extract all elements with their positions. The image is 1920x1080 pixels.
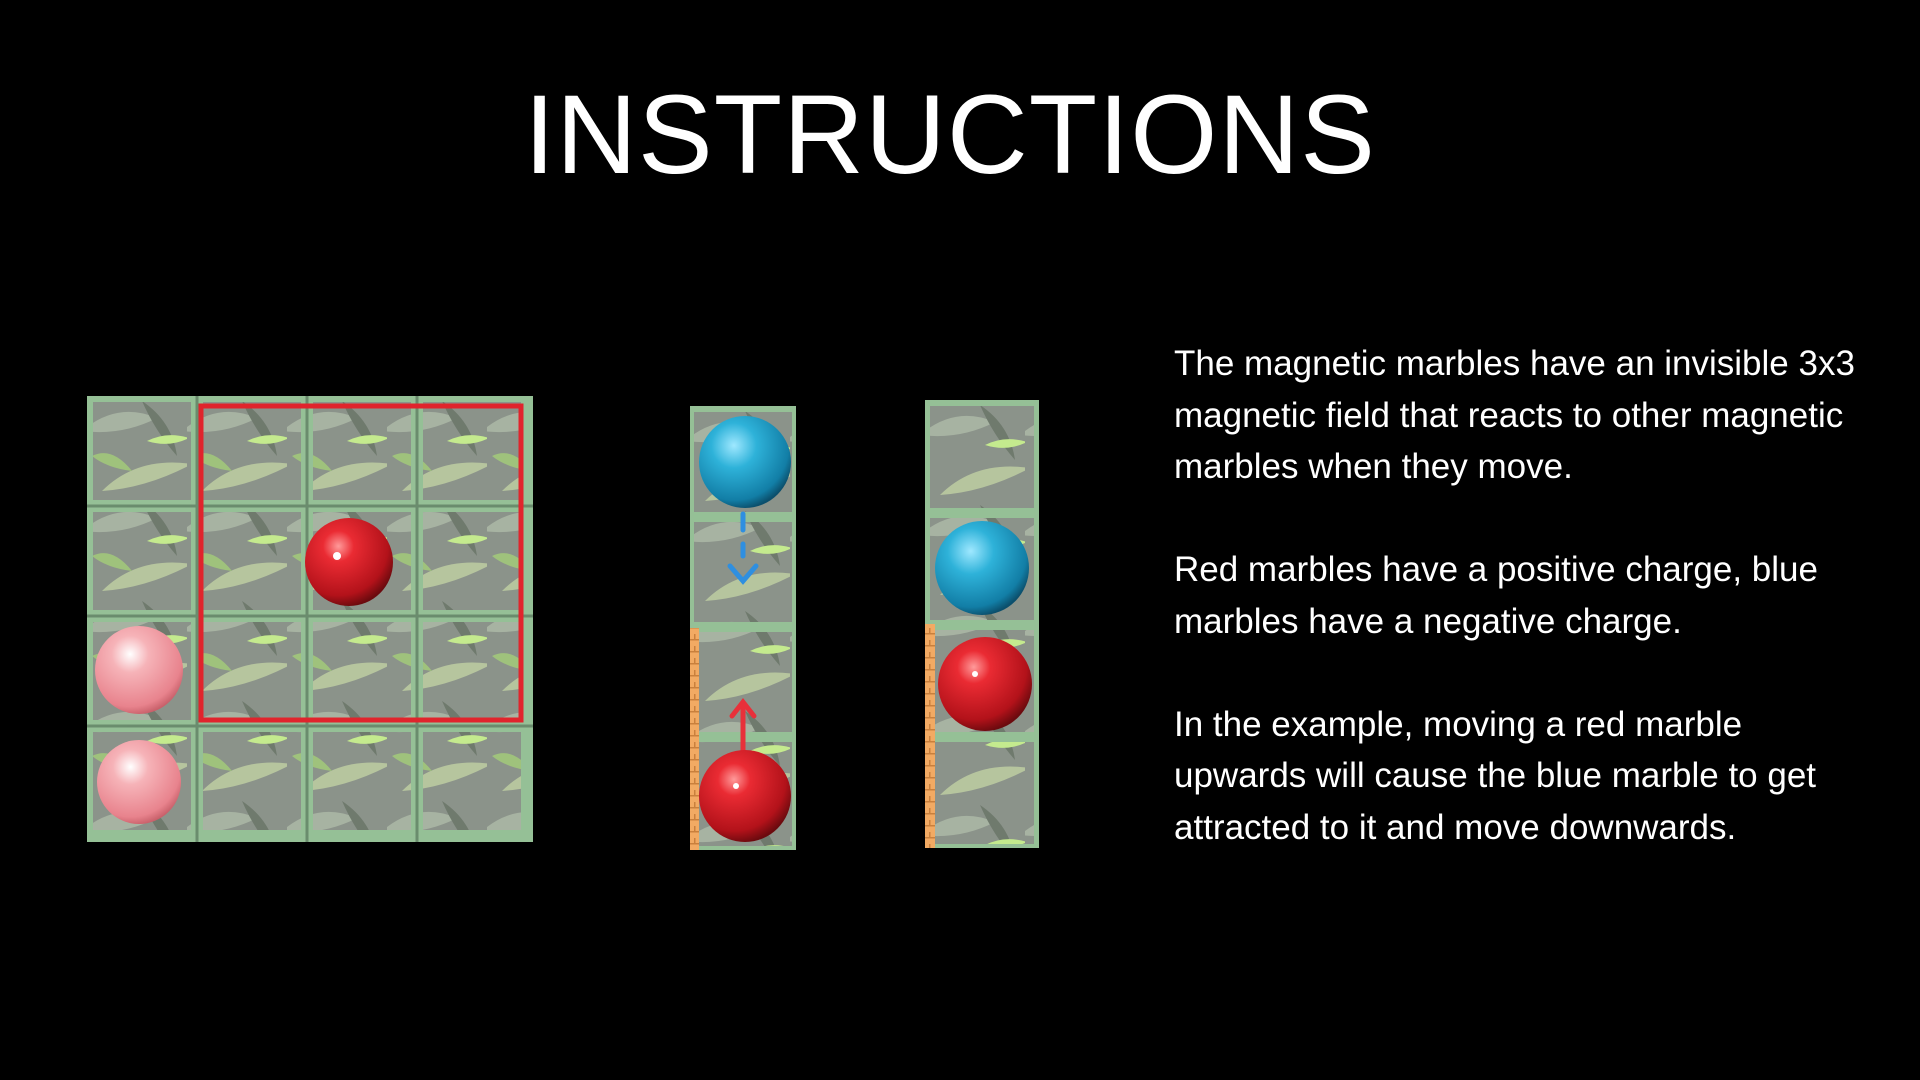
instruction-paragraph: The magnetic marbles have an invisible 3… xyxy=(1174,344,1855,486)
red-marble-icon xyxy=(938,637,1032,731)
magnetic-field-example xyxy=(87,396,533,842)
blue-marble-icon xyxy=(699,416,791,508)
before-move-column xyxy=(690,406,796,850)
red-marble-icon xyxy=(305,518,393,606)
blue-marble-icon xyxy=(935,521,1029,615)
pink-marble-icon xyxy=(95,626,183,714)
up-arrow-icon xyxy=(729,697,757,755)
page-title: INSTRUCTIONS xyxy=(524,72,1376,197)
instruction-text: The magnetic marbles have an invisible 3… xyxy=(1174,338,1874,905)
down-arrow-icon xyxy=(727,511,759,585)
red-marble-icon xyxy=(699,750,791,842)
instruction-paragraph: Red marbles have a positive charge, blue… xyxy=(1174,550,1818,641)
magnetic-field-outline xyxy=(198,403,524,723)
after-move-column xyxy=(925,400,1039,848)
instruction-paragraph: In the example, moving a red marble upwa… xyxy=(1174,704,1817,847)
pink-marble-icon xyxy=(97,740,181,824)
